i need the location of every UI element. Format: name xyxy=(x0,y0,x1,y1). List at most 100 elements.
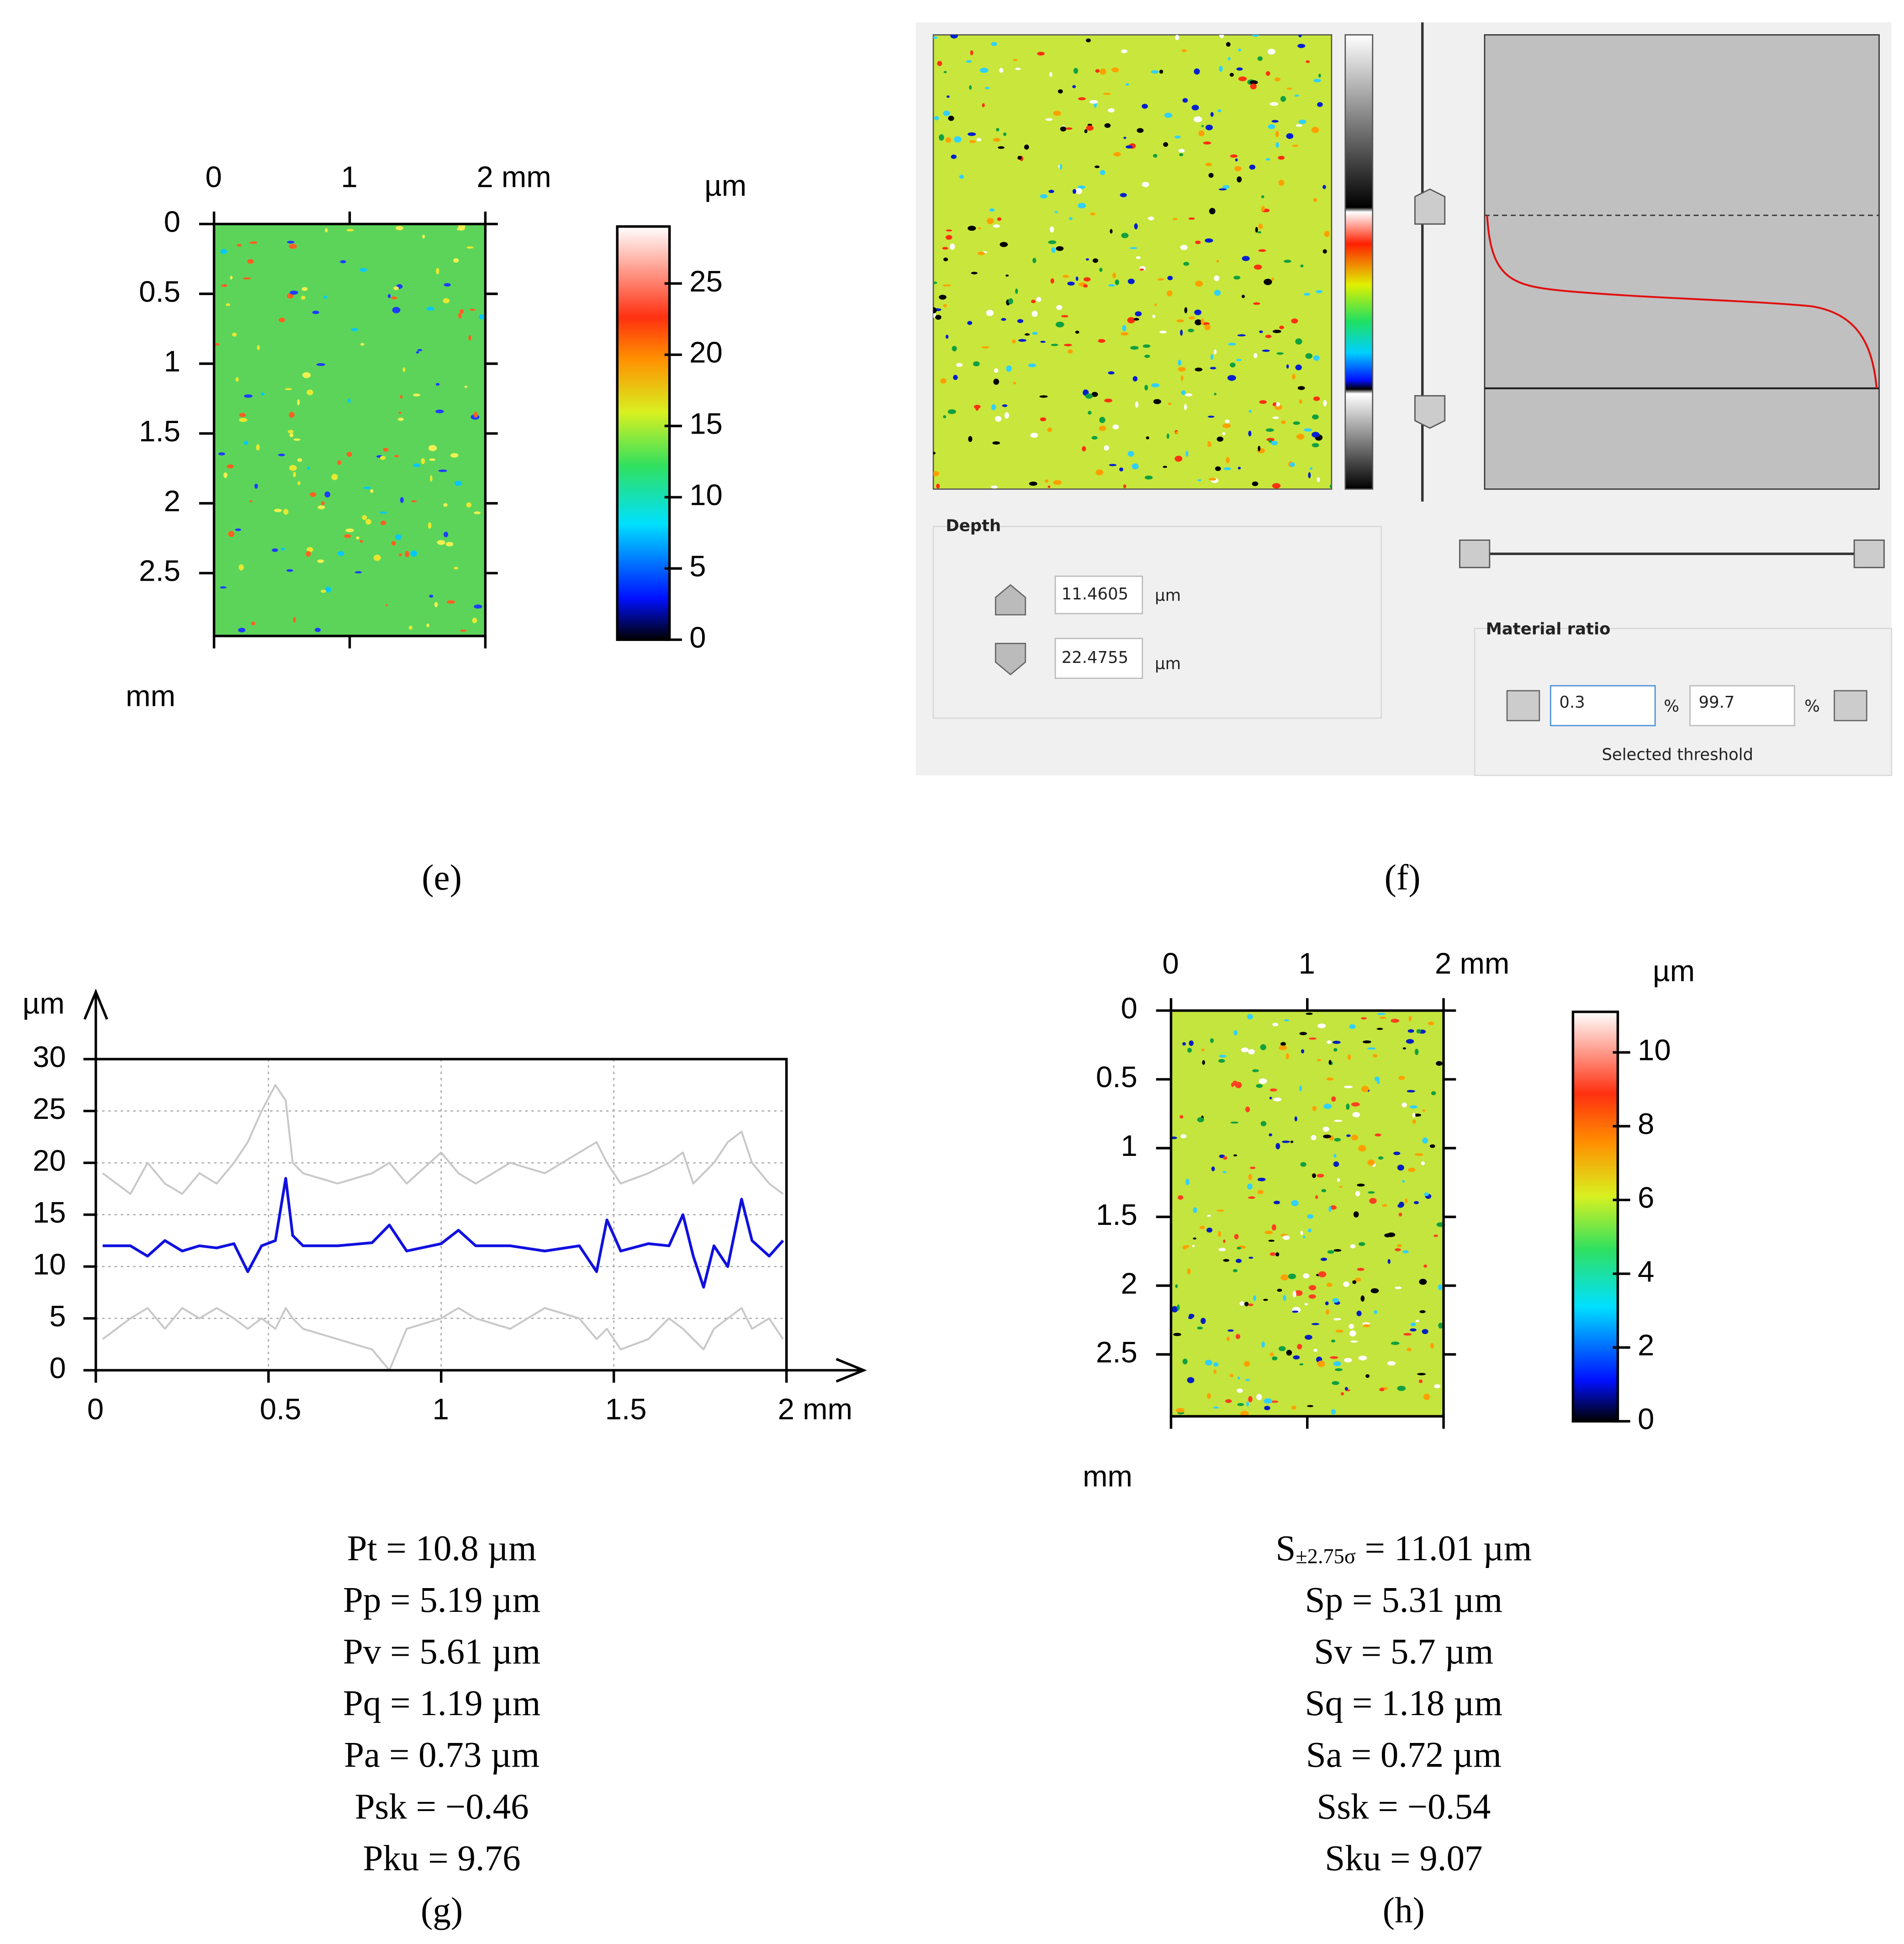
texture-speckle xyxy=(1353,1211,1359,1218)
texture-speckle xyxy=(968,436,973,442)
texture-speckle xyxy=(453,258,459,263)
input[interactable] xyxy=(1054,575,1143,614)
texture-speckle xyxy=(1293,1355,1300,1360)
texture-speckle xyxy=(230,275,233,280)
texture-speckle xyxy=(1059,164,1063,170)
texture-speckle xyxy=(1194,309,1202,315)
texture-speckle xyxy=(1233,275,1241,280)
texture-speckle xyxy=(1344,1358,1352,1363)
texture-speckle xyxy=(1180,329,1183,336)
input[interactable] xyxy=(1550,685,1656,726)
software-panel: Depth 11.4605 22.4755 µm µm Material rat… xyxy=(915,22,1893,776)
texture-speckle xyxy=(1275,142,1279,148)
texture-speckle xyxy=(1278,180,1285,186)
texture-speckle xyxy=(1104,123,1111,128)
texture-speckle xyxy=(1431,1091,1436,1096)
texture-speckle xyxy=(1060,126,1067,132)
texture-speckle xyxy=(1313,355,1320,361)
texture-speckle xyxy=(1218,1059,1225,1063)
texture-speckle xyxy=(1072,85,1076,88)
texture-speckle xyxy=(312,311,319,314)
texture-speckle xyxy=(1290,462,1295,467)
texture-speckle xyxy=(942,247,948,250)
texture-speckle xyxy=(1018,339,1026,342)
texture-speckle xyxy=(1094,165,1100,168)
texture-speckle xyxy=(445,542,454,546)
texture-speckle xyxy=(1123,137,1127,139)
input[interactable] xyxy=(1689,685,1795,726)
slider-handle[interactable] xyxy=(1459,539,1491,568)
texture-speckle xyxy=(323,295,327,299)
panel-caption: (g) xyxy=(421,1891,463,1931)
texture-speckle xyxy=(933,36,938,39)
texture-speckle xyxy=(1299,399,1302,404)
texture-speckle xyxy=(1282,1140,1290,1143)
texture-speckle xyxy=(1264,279,1272,286)
texture-speckle xyxy=(939,295,947,300)
texture-speckle xyxy=(1028,363,1037,367)
texture-speckle xyxy=(435,383,440,386)
texture-speckle xyxy=(220,249,227,254)
texture-speckle xyxy=(1402,1102,1407,1107)
texture-speckle xyxy=(945,137,951,143)
texture-speckle xyxy=(227,464,234,469)
texture-speckle xyxy=(1413,1113,1422,1117)
texture-speckle xyxy=(1282,1235,1290,1240)
texture-speckle xyxy=(1243,1361,1250,1367)
texture-speckle xyxy=(993,138,1001,142)
texture-speckle xyxy=(1206,1228,1213,1233)
slider-handle[interactable] xyxy=(1414,395,1446,429)
y-tick-label: 0 xyxy=(1121,991,1137,1025)
group-title: Material ratio xyxy=(1486,620,1611,638)
texture-speckle xyxy=(1291,318,1298,323)
texture-speckle xyxy=(1088,411,1092,415)
texture-speckle xyxy=(1044,479,1049,483)
texture-speckle xyxy=(1228,343,1236,346)
texture-speckle xyxy=(1397,1386,1406,1391)
texture-speckle xyxy=(943,71,947,74)
texture-speckle xyxy=(1108,371,1115,375)
texture-speckle xyxy=(1064,344,1072,346)
texture-speckle xyxy=(1230,1121,1239,1124)
slider-handle[interactable] xyxy=(1853,539,1885,568)
texture-speckle xyxy=(1422,1109,1426,1112)
texture-speckle xyxy=(1247,1183,1253,1190)
texture-speckle xyxy=(997,217,1002,221)
texture-speckle xyxy=(235,377,239,382)
texture-speckle xyxy=(287,241,295,244)
texture-speckle xyxy=(981,346,989,349)
texture-speckle xyxy=(1104,398,1112,403)
texture-speckle xyxy=(1335,1330,1344,1333)
texture-speckle xyxy=(1112,272,1116,279)
texture-speckle xyxy=(1185,393,1193,397)
y-tick-label: 0 xyxy=(49,1351,66,1384)
texture-speckle xyxy=(1358,1145,1366,1152)
texture-speckle xyxy=(1410,1105,1418,1109)
texture-speckle xyxy=(1272,1022,1279,1027)
texture-speckle xyxy=(1259,330,1263,334)
texture-speckle xyxy=(1312,443,1319,448)
texture-speckle xyxy=(1305,353,1313,359)
texture-speckle xyxy=(1216,1209,1224,1212)
input[interactable] xyxy=(1054,638,1143,679)
texture-speckle xyxy=(1330,1356,1338,1359)
texture-speckle xyxy=(1334,1138,1341,1142)
texture-speckle xyxy=(1135,311,1142,317)
stat-line: Pp = 5.19 µm xyxy=(343,1580,540,1620)
axis-unit: mm xyxy=(1083,1459,1132,1493)
texture-speckle xyxy=(1163,466,1167,468)
texture-speckle xyxy=(1250,83,1257,90)
map-texture xyxy=(933,35,1332,489)
texture-speckle xyxy=(1177,1195,1184,1200)
texture-speckle xyxy=(1325,1309,1329,1315)
texture-speckle xyxy=(1111,67,1119,73)
texture-speckle xyxy=(1396,1244,1402,1247)
texture-speckle xyxy=(1193,1207,1197,1213)
texture-speckle xyxy=(428,445,437,451)
slider-handle[interactable] xyxy=(1414,188,1446,225)
texture-speckle xyxy=(1197,1117,1204,1123)
texture-speckle xyxy=(348,398,351,403)
texture-speckle xyxy=(1412,1119,1416,1124)
texture-speckle xyxy=(1271,1224,1276,1231)
texture-speckle xyxy=(436,268,439,275)
